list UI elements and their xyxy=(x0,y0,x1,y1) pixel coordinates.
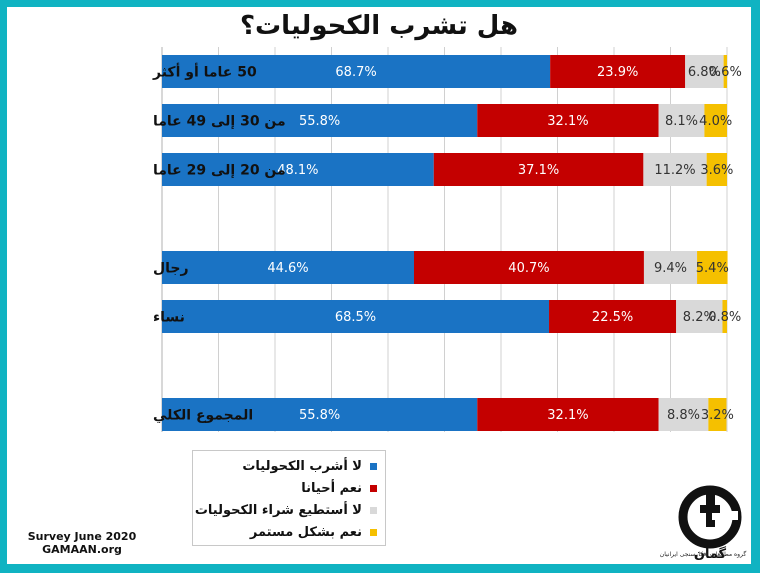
data-label: 5.4% xyxy=(696,261,729,276)
bar-segment xyxy=(550,55,686,88)
legend-item: لا أستطيع شراء الكحوليات xyxy=(193,499,377,521)
legend-label: نعم أحيانا xyxy=(301,480,362,496)
bar-segment xyxy=(162,300,550,333)
data-label: 4.0% xyxy=(699,114,732,129)
bar-segment xyxy=(643,153,707,186)
bar-segment xyxy=(676,300,723,333)
bar-segment xyxy=(697,251,728,284)
legend: لا أشرب الكحوليات نعم أحيانا لا أستطيع ش… xyxy=(192,450,386,546)
legend-swatch xyxy=(370,506,377,514)
data-label: 37.1% xyxy=(518,163,559,178)
legend-label: نعم بشكل مستمر xyxy=(249,524,362,540)
chart-title: هل تشرب الكحوليات؟ xyxy=(239,11,519,41)
legend-label: لا أشرب الكحوليات xyxy=(242,458,362,474)
data-label: 48.1% xyxy=(277,163,318,178)
data-label: 9.4% xyxy=(654,261,687,276)
bar-segment xyxy=(658,398,709,431)
bar-segment xyxy=(723,55,727,88)
bar-segment xyxy=(706,153,727,186)
source-survey: Survey June 2020 xyxy=(27,530,137,543)
legend-item: نعم أحيانا xyxy=(193,477,377,499)
category-label: نساء xyxy=(153,310,185,326)
data-label: 68.5% xyxy=(335,310,376,325)
gamaan-logo-icon: گمان xyxy=(678,485,742,562)
legend-swatch xyxy=(370,528,377,536)
data-label: 68.7% xyxy=(335,65,376,80)
data-label: 8.8% xyxy=(667,408,700,423)
data-label: 0.8% xyxy=(708,310,741,325)
legend-swatch xyxy=(370,462,377,470)
bar-segment xyxy=(162,55,551,88)
legend-swatch xyxy=(370,484,377,492)
data-label: 3.2% xyxy=(701,408,734,423)
bar-segment xyxy=(477,398,659,431)
bar-segment xyxy=(708,398,727,431)
category-label: المجموع الكلي xyxy=(153,408,253,424)
bar-segment xyxy=(685,55,724,88)
legend-label: لا أستطيع شراء الكحوليات xyxy=(194,502,362,518)
data-label: 40.7% xyxy=(508,261,549,276)
chart-plot: 68.7% 23.9% 6.8%0.6% 50 عاما أو أكثر 55.8% 32… xyxy=(152,47,742,432)
bar-segment xyxy=(413,251,644,284)
bar-segment xyxy=(433,153,644,186)
category-label: من 20 إلى 29 عاما xyxy=(153,163,286,179)
chart-frame: هل تشرب الكحوليات؟ 68.7% 23.9% 6.8% 0.6% 50 … xyxy=(7,7,751,564)
data-label: 11.2% xyxy=(654,163,695,178)
legend-item: نعم بشكل مستمر xyxy=(193,521,377,543)
data-label: 22.5% xyxy=(592,310,633,325)
bar-segment xyxy=(658,104,705,137)
data-label: 55.8% xyxy=(299,408,340,423)
bar-segment xyxy=(162,398,478,431)
data-label: 32.1% xyxy=(547,114,588,129)
data-label: 23.9% xyxy=(597,65,638,80)
logo-wordmark: گمان xyxy=(694,546,727,562)
category-label: 50 عاما أو أكثر xyxy=(152,63,257,81)
bar-segment xyxy=(722,300,727,333)
data-label: 55.8% xyxy=(299,114,340,129)
data-label: 44.6% xyxy=(267,261,308,276)
source-site: GAMAAN.org xyxy=(42,543,122,556)
bar-segment xyxy=(704,104,727,137)
bar-segment xyxy=(162,104,478,137)
data-label: 3.6% xyxy=(700,163,733,178)
data-label: 0.6% xyxy=(709,65,742,80)
bar-segment xyxy=(477,104,659,137)
category-label: من 30 إلى 49 عاما xyxy=(153,114,286,130)
source-note: Survey June 2020 GAMAAN.org xyxy=(17,530,147,556)
bar-segment xyxy=(162,251,414,284)
data-label: 32.1% xyxy=(547,408,588,423)
category-label: رجال xyxy=(153,261,189,277)
logo-caption: گروه مطالعات افکارسنجی ایرانیان xyxy=(659,551,747,558)
data-label: 8.2% xyxy=(683,310,716,325)
bar-segment xyxy=(162,153,434,186)
data-label: 6.8% xyxy=(688,65,721,80)
bar-segment xyxy=(643,251,698,284)
data-label: 8.1% xyxy=(665,114,698,129)
legend-item: لا أشرب الكحوليات xyxy=(193,455,377,477)
bar-segment xyxy=(549,300,677,333)
